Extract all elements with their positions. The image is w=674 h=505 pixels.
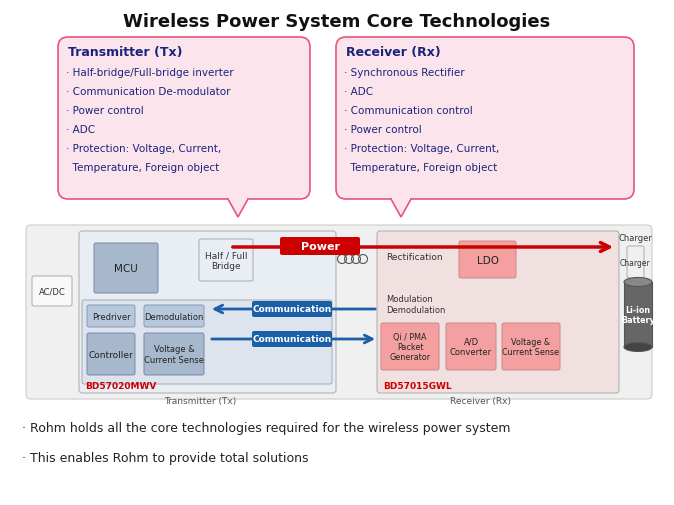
Text: Half / Full
Bridge: Half / Full Bridge	[205, 251, 247, 270]
FancyBboxPatch shape	[459, 241, 516, 278]
Text: · Communication control: · Communication control	[344, 106, 472, 116]
FancyBboxPatch shape	[336, 38, 634, 199]
Text: Transmitter (Tx): Transmitter (Tx)	[68, 45, 183, 59]
Text: Li-ion
Battery: Li-ion Battery	[621, 305, 655, 325]
Text: · ADC: · ADC	[66, 125, 95, 135]
FancyBboxPatch shape	[82, 300, 332, 384]
Text: AC/DC: AC/DC	[38, 287, 65, 296]
FancyBboxPatch shape	[87, 333, 135, 375]
Polygon shape	[228, 199, 248, 218]
Text: · Half-bridge/Full-bridge inverter: · Half-bridge/Full-bridge inverter	[66, 68, 234, 78]
Text: Receiver (Rx): Receiver (Rx)	[346, 45, 441, 59]
FancyBboxPatch shape	[199, 239, 253, 281]
Text: · Protection: Voltage, Current,: · Protection: Voltage, Current,	[344, 144, 499, 154]
Text: MCU: MCU	[114, 264, 138, 274]
Text: Predriver: Predriver	[92, 312, 130, 321]
Text: · ADC: · ADC	[344, 87, 373, 97]
FancyBboxPatch shape	[94, 243, 158, 293]
FancyBboxPatch shape	[502, 323, 560, 370]
FancyBboxPatch shape	[381, 323, 439, 370]
FancyBboxPatch shape	[26, 226, 652, 399]
FancyBboxPatch shape	[144, 306, 204, 327]
Text: · This enables Rohm to provide total solutions: · This enables Rohm to provide total sol…	[22, 451, 309, 464]
Bar	[624, 282, 652, 347]
Text: Temperature, Foreign object: Temperature, Foreign object	[344, 163, 497, 173]
Text: · Power control: · Power control	[66, 106, 144, 116]
Text: · Communication De-modulator: · Communication De-modulator	[66, 87, 231, 97]
Text: Voltage &
Current Sense: Voltage & Current Sense	[144, 344, 204, 364]
Ellipse shape	[624, 343, 652, 352]
Text: Receiver (Rx): Receiver (Rx)	[450, 397, 510, 406]
FancyBboxPatch shape	[252, 331, 332, 347]
FancyBboxPatch shape	[144, 333, 204, 375]
Text: · Protection: Voltage, Current,: · Protection: Voltage, Current,	[66, 144, 221, 154]
Text: Communication: Communication	[252, 305, 332, 314]
FancyBboxPatch shape	[627, 246, 644, 278]
Text: Demodulation: Demodulation	[144, 312, 204, 321]
Text: Power: Power	[301, 241, 340, 251]
Text: Modulation
Demodulation: Modulation Demodulation	[386, 294, 446, 315]
Text: BD57020MWV: BD57020MWV	[85, 382, 156, 391]
FancyBboxPatch shape	[252, 301, 332, 317]
Polygon shape	[392, 198, 410, 200]
Text: BD57015GWL: BD57015GWL	[383, 382, 452, 391]
Text: Controller: Controller	[88, 350, 133, 359]
FancyBboxPatch shape	[280, 237, 360, 256]
Text: Charger: Charger	[618, 233, 652, 242]
Text: Transmitter (Tx): Transmitter (Tx)	[164, 397, 236, 406]
Text: LDO: LDO	[477, 255, 499, 265]
FancyBboxPatch shape	[87, 306, 135, 327]
Text: Qi / PMA
Packet
Generator: Qi / PMA Packet Generator	[390, 332, 431, 362]
Text: Charger: Charger	[620, 258, 651, 267]
Text: · Synchronous Rectifier: · Synchronous Rectifier	[344, 68, 464, 78]
Text: Wireless Power System Core Technologies: Wireless Power System Core Technologies	[123, 13, 551, 31]
Text: Rectification: Rectification	[386, 253, 443, 262]
Polygon shape	[229, 198, 247, 200]
Ellipse shape	[624, 278, 652, 287]
Polygon shape	[391, 199, 411, 218]
FancyBboxPatch shape	[32, 276, 72, 307]
Text: · Power control: · Power control	[344, 125, 422, 135]
FancyBboxPatch shape	[58, 38, 310, 199]
Text: · Rohm holds all the core technologies required for the wireless power system: · Rohm holds all the core technologies r…	[22, 421, 510, 434]
FancyBboxPatch shape	[446, 323, 496, 370]
Text: Voltage &
Current Sense: Voltage & Current Sense	[503, 337, 559, 357]
FancyBboxPatch shape	[79, 231, 336, 393]
Text: Communication: Communication	[252, 335, 332, 344]
FancyBboxPatch shape	[377, 231, 619, 393]
Text: A/D
Converter: A/D Converter	[450, 337, 492, 357]
Text: Temperature, Foreign object: Temperature, Foreign object	[66, 163, 219, 173]
